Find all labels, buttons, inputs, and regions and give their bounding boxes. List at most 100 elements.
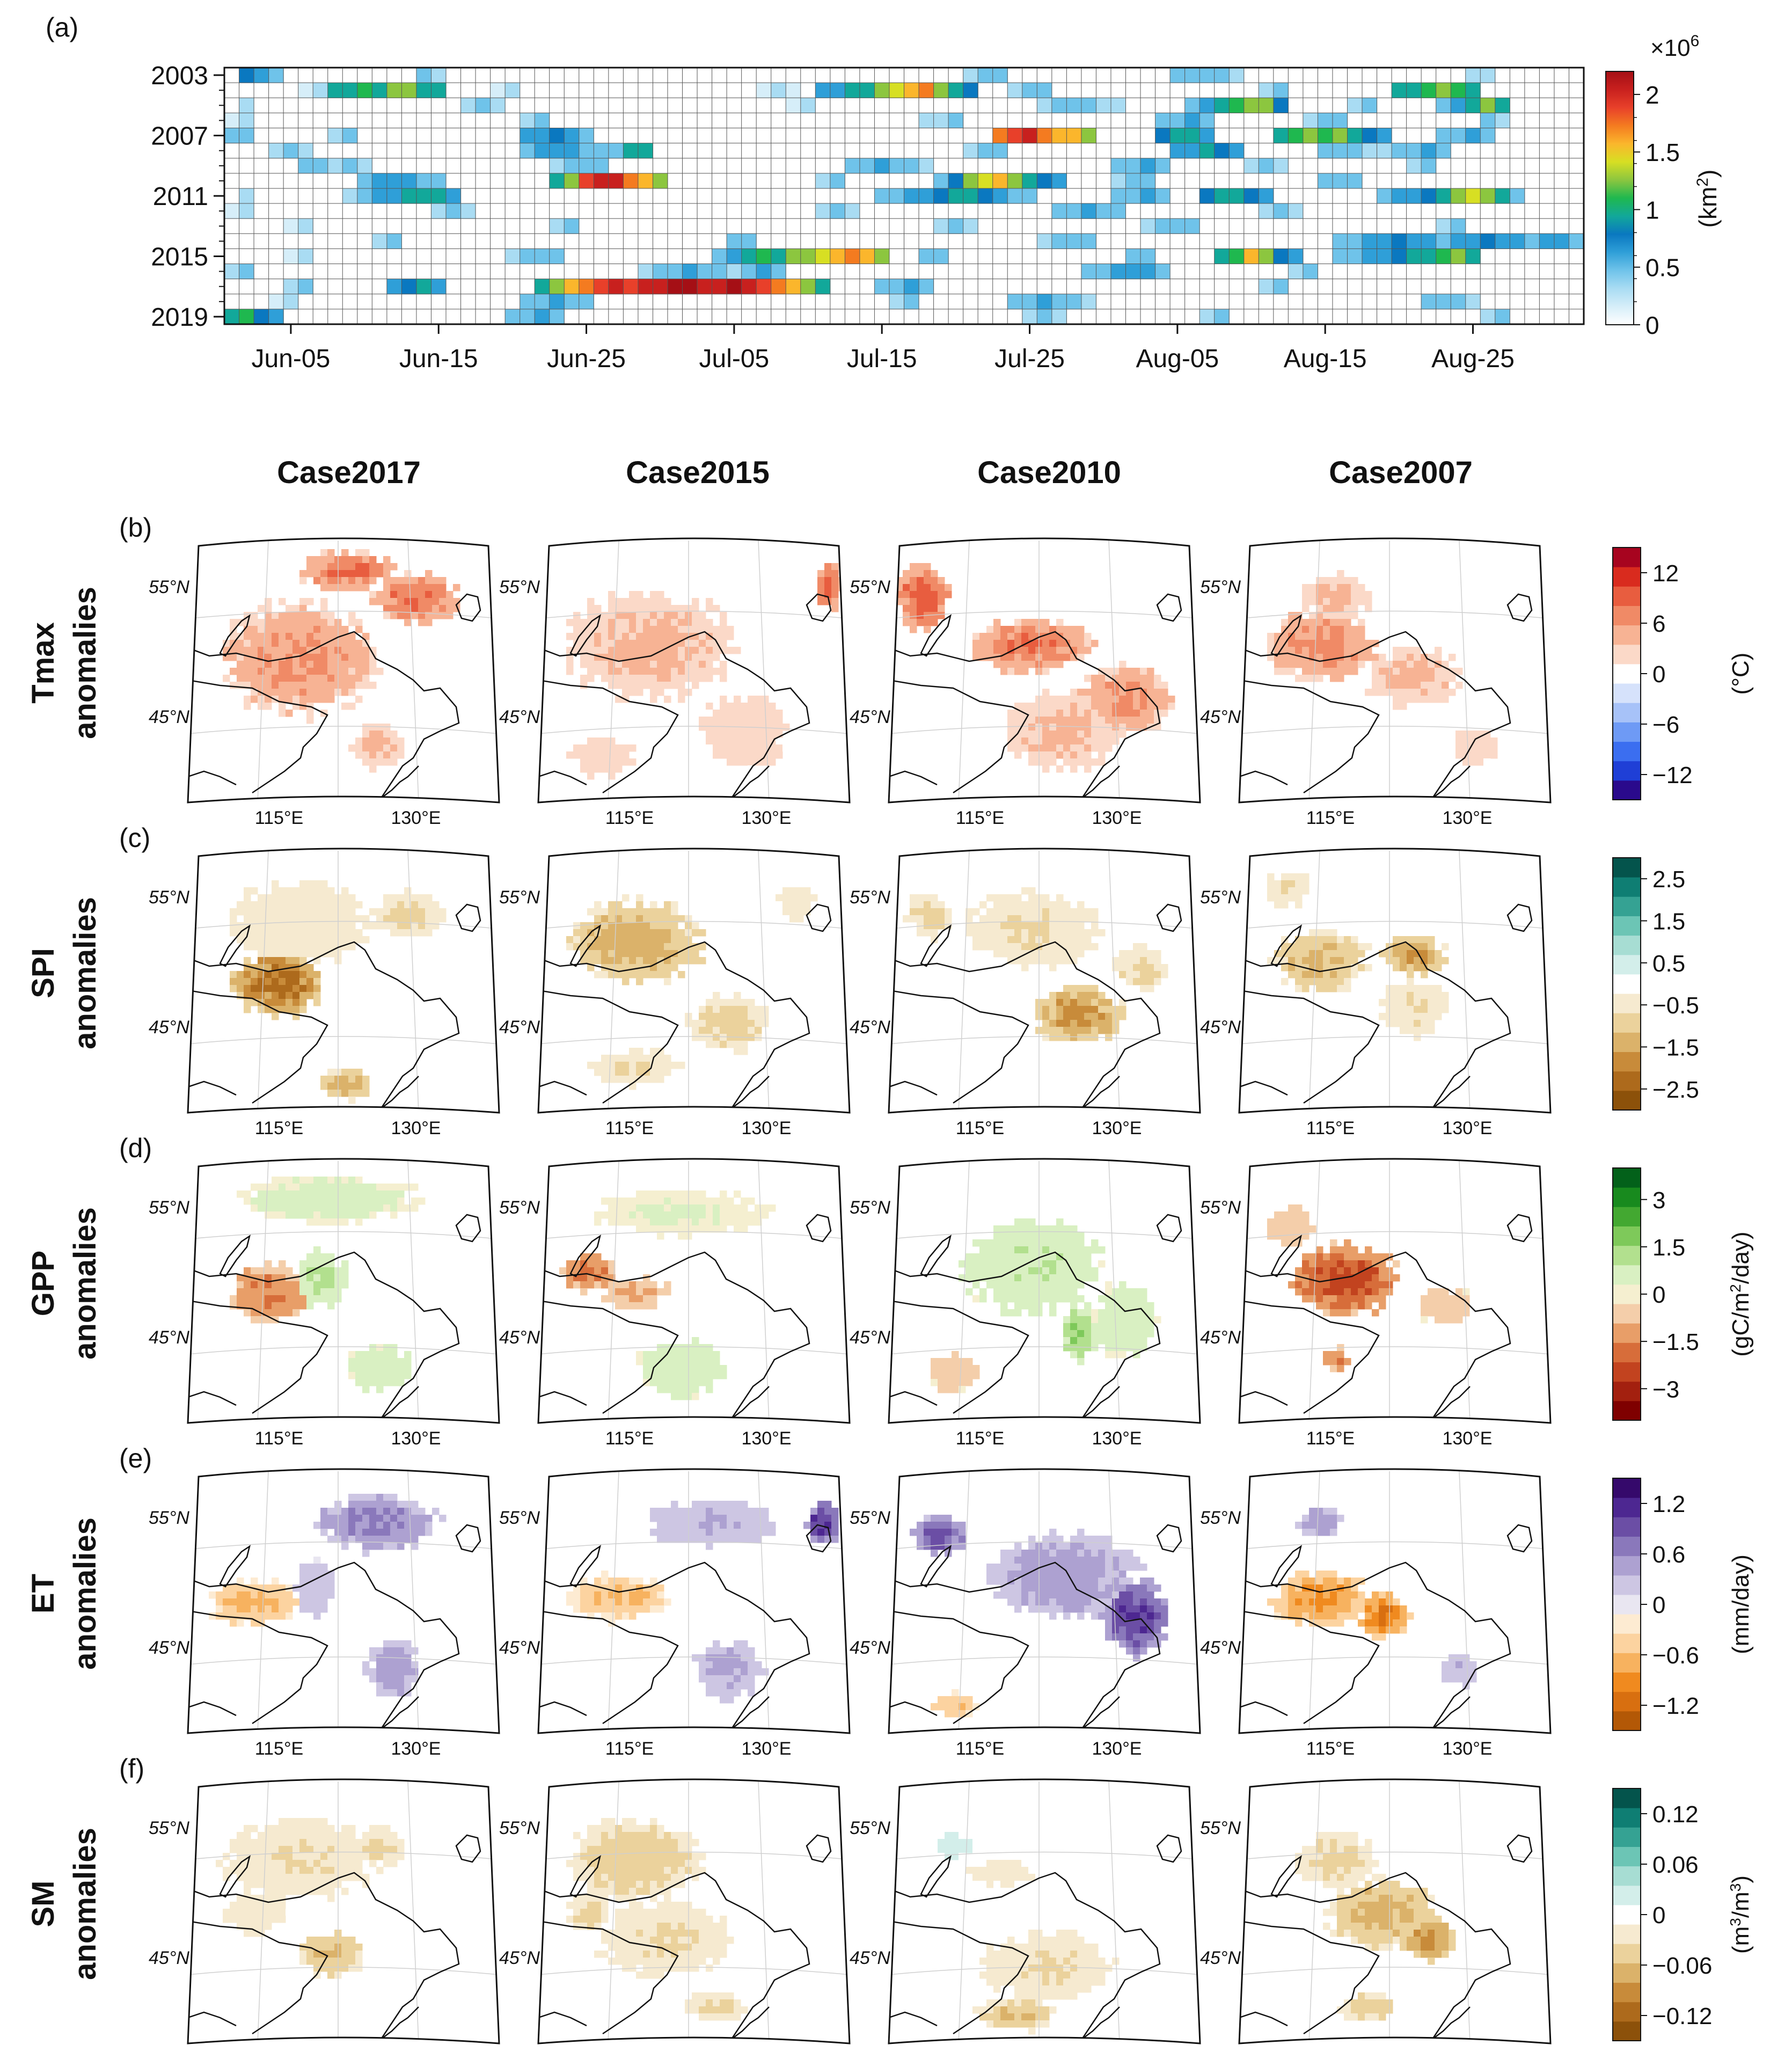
map-cell [1049, 703, 1057, 710]
map-cell [1455, 1302, 1463, 1310]
map-cell [1154, 1316, 1161, 1324]
map-cell [1119, 731, 1127, 738]
map-cell [383, 563, 391, 571]
map-cell [341, 1069, 349, 1076]
map-cell [320, 577, 328, 585]
map-cell [910, 915, 917, 923]
map-cell [404, 570, 412, 578]
map-cell [713, 626, 720, 633]
map-cell [1379, 1288, 1386, 1296]
map-cell [320, 929, 328, 937]
map-cell [692, 922, 699, 930]
map-cell [306, 922, 314, 930]
map-cell [369, 682, 377, 689]
map-cells [230, 880, 447, 1104]
map-cell [258, 626, 265, 633]
heat-cbar-tick-0.5: 0.5 [1645, 254, 1680, 282]
map-cell [244, 943, 251, 951]
map-cell [272, 915, 279, 923]
map-cell [1077, 1281, 1085, 1289]
heatmap-cell-2011-50 [963, 188, 978, 204]
map-cell [376, 908, 384, 916]
map-cell [657, 675, 664, 682]
map-cell [299, 894, 307, 902]
map-cell [279, 661, 286, 668]
heatmap-cell-2006-85 [1480, 113, 1496, 129]
map-cell [1358, 584, 1365, 591]
map-cell [279, 985, 286, 992]
heatmap-cell-2015-43 [859, 249, 875, 265]
heatmap-cell-2011-45 [889, 188, 905, 204]
map-cell [762, 724, 769, 731]
map-cell [917, 908, 924, 916]
map-cell [272, 661, 279, 668]
map-frame [1238, 848, 1552, 1114]
map-cell [1281, 1232, 1289, 1240]
map-cell [650, 1281, 657, 1289]
map-cell [1063, 1013, 1071, 1020]
map-cell [601, 751, 609, 759]
map-cell [292, 1302, 300, 1310]
map-cell [1435, 1013, 1442, 1020]
heatmap-cell-2010-24 [579, 173, 594, 189]
map-cell [341, 1211, 349, 1219]
map-cell [1316, 605, 1323, 612]
map-cell [265, 633, 272, 640]
map-cell [1077, 999, 1085, 1006]
heatmap-cell-2009-71 [1273, 158, 1289, 174]
map-cell [1330, 1281, 1337, 1289]
map-cell [272, 1211, 279, 1219]
map-cell [1007, 1309, 1015, 1317]
heatmap-cell-2018-23 [564, 294, 580, 310]
map-cell [1281, 1211, 1289, 1219]
map-cell [678, 971, 685, 978]
map-cell [1028, 887, 1036, 895]
map-cell [636, 668, 643, 675]
graticule-lon-115 [608, 1160, 619, 1423]
map-cell [292, 894, 300, 902]
map-cell [587, 640, 595, 647]
map-cell [615, 915, 623, 923]
map-cell [411, 605, 419, 612]
map-cell [383, 584, 391, 591]
map-cell [1302, 880, 1310, 888]
map-cell [657, 1218, 664, 1226]
map-cell [327, 1515, 335, 1522]
map-cell [720, 1204, 727, 1212]
map-cell [671, 1358, 678, 1365]
map-cell [622, 758, 630, 766]
map-cell [1400, 1020, 1407, 1027]
map-cell [1267, 1218, 1275, 1226]
heatmap-cell-2012-59 [1096, 203, 1111, 219]
map-cell [664, 1281, 671, 1289]
map-cell [362, 563, 370, 571]
colorbar-swatch [1613, 567, 1641, 587]
map-cell [425, 577, 433, 585]
map-cell [1014, 1246, 1022, 1254]
map-cell [671, 1062, 678, 1069]
map-cell [320, 1274, 328, 1282]
map-cell [390, 737, 398, 745]
map-cell [824, 584, 832, 591]
map-cell [789, 915, 797, 923]
map-cell [1112, 1302, 1120, 1310]
map-cell [979, 647, 987, 654]
map-cell [1400, 682, 1407, 689]
map-cell [1407, 971, 1414, 978]
map-cell [1000, 901, 1008, 909]
map-cell [796, 915, 804, 923]
heatmap-cell-2007-53 [1007, 128, 1023, 144]
map-cell [1126, 1337, 1133, 1345]
map-cell [1042, 1267, 1050, 1275]
map-cell [1351, 1253, 1358, 1261]
map-cell [1133, 1295, 1140, 1303]
map-cell [1070, 758, 1078, 766]
map-cell [1316, 957, 1323, 965]
map-cell [1021, 901, 1029, 909]
map-cell [313, 696, 321, 703]
map-cell [327, 901, 335, 909]
map-cell [348, 1069, 356, 1076]
map-cell [1063, 1253, 1071, 1261]
heatmap-cell-2007-56 [1051, 128, 1067, 144]
